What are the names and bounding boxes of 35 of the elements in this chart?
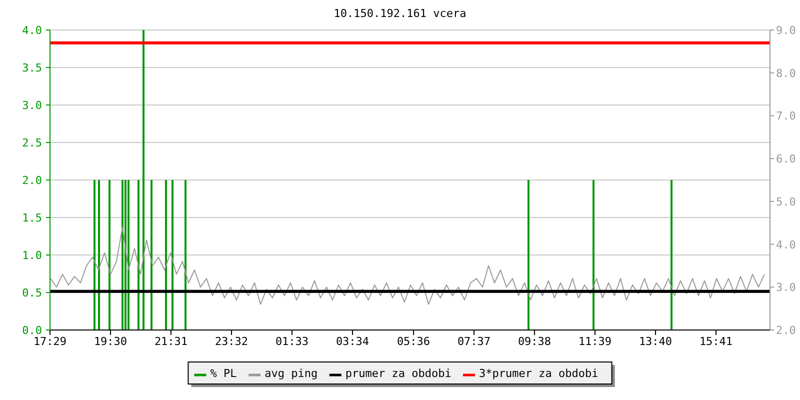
x-tick-label: 07:37 (457, 335, 491, 348)
y-tick-label: 1.0 (22, 249, 42, 262)
y2-tick-label: 6.0 (776, 152, 796, 166)
x-tick-label: 13:40 (638, 335, 672, 348)
x-tick-label: 09:38 (518, 335, 552, 348)
x-tick-label: 03:34 (336, 335, 370, 348)
legend-label: prumer za obdobi (345, 367, 452, 380)
y-tick-label: 2.0 (22, 174, 42, 187)
x-tick-label: 11:39 (578, 335, 612, 348)
y-tick-label: 0.0 (22, 324, 42, 337)
x-tick-label: 17:29 (33, 335, 67, 348)
y2-tick-label: 3.0 (776, 281, 796, 294)
y2-tick-label: 4.0 (776, 238, 796, 252)
legend-label: % PL (210, 367, 238, 380)
y-tick-label: 3.0 (22, 99, 42, 112)
y2-tick-label: 9.0 (776, 24, 796, 37)
y2-tick-label: 2.0 (776, 324, 796, 337)
x-tick-label: 01:33 (275, 335, 309, 348)
x-tick-label: 21:31 (154, 335, 188, 348)
x-tick-label: 19:30 (94, 335, 128, 348)
chart-title: 10.150.192.161 vcera (334, 7, 466, 20)
y-tick-label: 1.5 (22, 212, 42, 224)
legend-label: avg ping (264, 367, 318, 380)
y-tick-label: 0.5 (22, 286, 42, 300)
y-tick-label: 2.5 (22, 136, 42, 150)
x-tick-label: 15:41 (699, 335, 733, 348)
y-tick-label: 4.0 (22, 24, 42, 37)
legend-label: 3*prumer za obdobi (479, 367, 598, 380)
y2-tick-label: 8.0 (776, 66, 796, 80)
line-series (50, 226, 765, 305)
x-tick-label: 05:36 (396, 335, 430, 348)
y2-tick-label: 5.0 (776, 195, 796, 208)
y-tick-label: 3.5 (22, 62, 42, 74)
y2-tick-label: 7.0 (776, 110, 796, 123)
x-tick-label: 23:32 (214, 335, 248, 348)
